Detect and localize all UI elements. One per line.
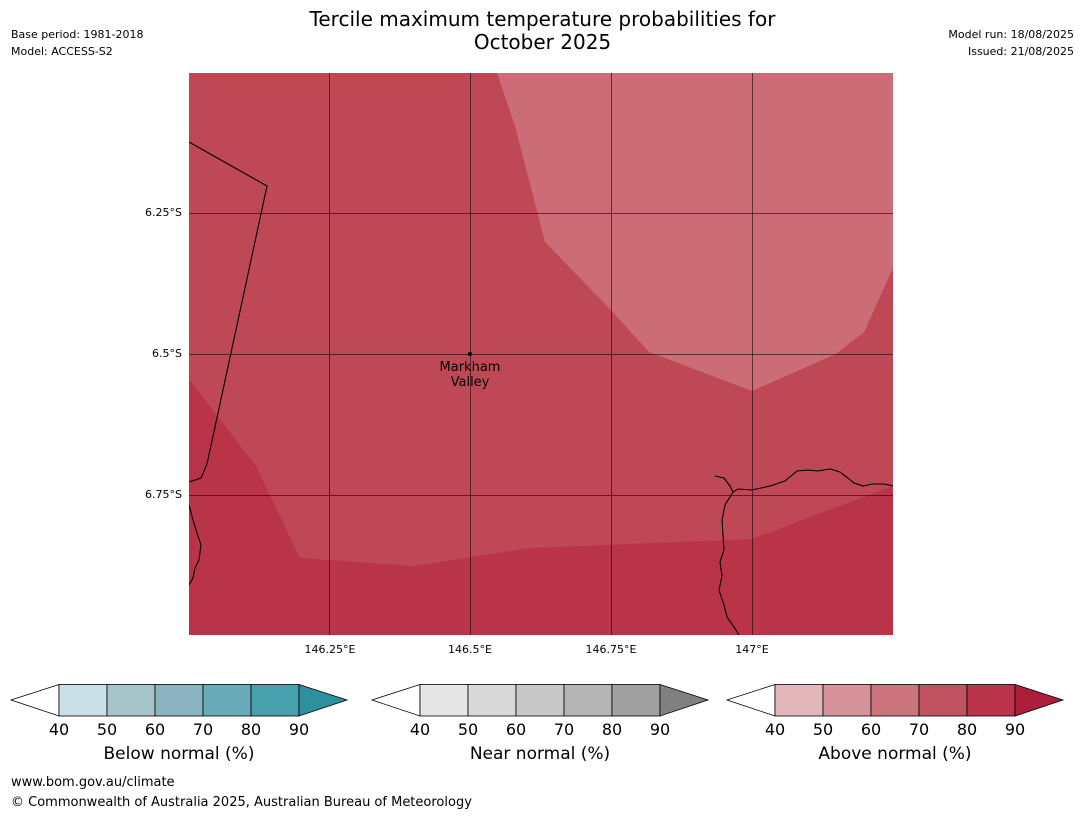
- lon-label-146-25: 146.25°E: [304, 643, 356, 656]
- coastline-west: [189, 504, 202, 586]
- legend-high-triangle: [1014, 683, 1065, 717]
- legend-near-tick-90: 90: [649, 720, 671, 739]
- legend-near-title: Near normal (%): [469, 744, 611, 764]
- legend-below-normal: 40 50 60 70 80 90 Below normal (%): [9, 683, 349, 764]
- legend-near-tick-70: 70: [553, 720, 575, 739]
- legend-above-tick-80: 80: [956, 720, 978, 739]
- legend-swatch: [966, 684, 1016, 717]
- legend-swatch: [202, 684, 252, 717]
- legend-swatch: [918, 684, 968, 717]
- legend-near-normal-bar: [370, 683, 710, 717]
- lon-label-147: 147°E: [735, 643, 769, 656]
- legend-near-normal: 40 50 60 70 80 90 Near normal (%): [370, 683, 710, 764]
- legend-below-tick-60: 60: [144, 720, 166, 739]
- place-label-line-1: Markham: [439, 360, 501, 375]
- legend-above-tick-60: 60: [860, 720, 882, 739]
- meta-left: Base period: 1981-2018 Model: ACCESS-S2: [11, 26, 143, 60]
- legend-above-tick-40: 40: [764, 720, 786, 739]
- place-marker: [468, 352, 472, 356]
- gridlines: [189, 73, 893, 635]
- legend-swatch: [774, 684, 824, 717]
- legend-swatch: [870, 684, 920, 717]
- model-name: Model: ACCESS-S2: [11, 45, 113, 58]
- legend-low-triangle: [725, 683, 776, 717]
- legend-below-tick-70: 70: [192, 720, 214, 739]
- legend-below-tick-80: 80: [240, 720, 262, 739]
- legend-above-tick-50: 50: [812, 720, 834, 739]
- band-50-60: [497, 73, 893, 391]
- legend-low-triangle: [9, 683, 60, 717]
- lon-label-146-5: 146.5°E: [448, 643, 492, 656]
- coastline: [189, 141, 893, 635]
- legend-below-tick-90: 90: [288, 720, 310, 739]
- legend-below-tick-40: 40: [48, 720, 70, 739]
- legend-high-triangle: [659, 683, 710, 717]
- place-label-line-2: Valley: [450, 375, 490, 390]
- legend-above-title: Above normal (%): [818, 744, 972, 764]
- legend-swatch: [822, 684, 872, 717]
- legend-low-triangle: [370, 683, 421, 717]
- river: [718, 491, 740, 635]
- legend-above-normal-bar: [725, 683, 1065, 717]
- legend-swatch: [154, 684, 204, 717]
- legend-swatch: [58, 684, 108, 717]
- legend-near-tick-40: 40: [409, 720, 431, 739]
- legend-below-tick-50: 50: [96, 720, 118, 739]
- legend-swatch: [419, 684, 469, 717]
- lat-label-6-5: 6.5°S: [152, 347, 182, 360]
- place-label: Markham Valley: [420, 360, 520, 390]
- model-run: Model run: 18/08/2025: [948, 28, 1074, 41]
- lat-label-6-75: 6.75°S: [145, 488, 182, 501]
- legend-near-tick-60: 60: [505, 720, 527, 739]
- province-boundary: [189, 141, 268, 483]
- footer-copyright: © Commonwealth of Australia 2025, Austra…: [11, 795, 472, 810]
- band-70-80: [189, 379, 893, 635]
- legend-near-tick-50: 50: [457, 720, 479, 739]
- meta-right: Model run: 18/08/2025 Issued: 21/08/2025: [948, 26, 1074, 60]
- legend-high-triangle: [298, 683, 349, 717]
- legend-swatch: [467, 684, 517, 717]
- legend-swatch: [563, 684, 613, 717]
- legend-below-normal-bar: [9, 683, 349, 717]
- legend-swatch: [250, 684, 300, 717]
- legend-above-normal: 40 50 60 70 80 90 Above normal (%): [725, 683, 1065, 764]
- lon-label-146-75: 146.75°E: [585, 643, 637, 656]
- issued-date: Issued: 21/08/2025: [967, 45, 1074, 58]
- title-line-2: October 2025: [473, 30, 612, 54]
- legend-swatch: [515, 684, 565, 717]
- legend-swatch: [106, 684, 156, 717]
- lat-label-6-25: 6.25°S: [145, 206, 182, 219]
- base-period: Base period: 1981-2018: [11, 28, 144, 41]
- legend-swatch: [611, 684, 661, 717]
- legend-above-tick-70: 70: [908, 720, 930, 739]
- legend-above-tick-90: 90: [1004, 720, 1026, 739]
- footer-url[interactable]: www.bom.gov.au/climate: [11, 775, 175, 790]
- legend-below-title: Below normal (%): [103, 744, 255, 764]
- probability-map: [189, 73, 893, 635]
- title-line-1: Tercile maximum temperature probabilitie…: [309, 7, 776, 31]
- legend-near-tick-80: 80: [601, 720, 623, 739]
- map-title: Tercile maximum temperature probabilitie…: [0, 8, 1085, 54]
